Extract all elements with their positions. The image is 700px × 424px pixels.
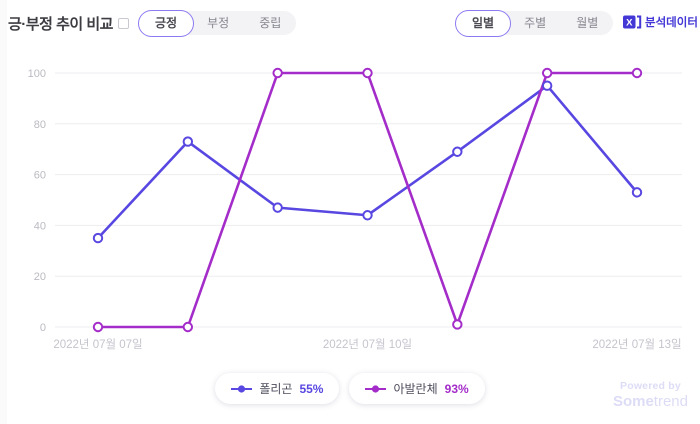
- powered-by-branding: Powered by Sometrend: [613, 380, 688, 410]
- data-point-marker[interactable]: [541, 67, 553, 79]
- tab-neutral[interactable]: 중립: [259, 16, 282, 30]
- legend-item-polygon[interactable]: 폴리곤 55%: [215, 373, 340, 404]
- data-point-marker[interactable]: [631, 67, 643, 79]
- data-point-marker[interactable]: [182, 321, 194, 333]
- legend-label: 아발란체: [393, 382, 438, 396]
- data-point-marker[interactable]: [92, 232, 104, 244]
- trend-line-chart[interactable]: 0 20 40 60 80 100 2022년 07월 07일 2022년 07월 10일 20…: [0, 50, 700, 362]
- tab-daily[interactable]: 일별: [455, 9, 512, 37]
- y-axis-tick-label: 80: [34, 119, 46, 131]
- tab-negative[interactable]: 부정: [207, 16, 230, 30]
- data-point-marker[interactable]: [182, 136, 194, 147]
- sentiment-tab-group: 긍정 부정 중립: [138, 9, 297, 37]
- y-axis-tick-label: 40: [34, 220, 46, 232]
- data-point-marker[interactable]: [362, 210, 373, 221]
- tab-positive[interactable]: 긍정: [138, 9, 195, 37]
- legend-value: 55%: [299, 381, 324, 396]
- powered-by-text: Powered by: [620, 380, 681, 392]
- tab-weekly[interactable]: 주별: [524, 16, 547, 30]
- period-tab-group: 일별 주별 월별: [455, 9, 614, 37]
- y-axis-tick-label: 0: [40, 322, 46, 334]
- series-line: [96, 71, 639, 329]
- legend-item-avalanche[interactable]: 아발란체 93%: [349, 373, 485, 404]
- x-axis-tick-label: 2022년 07월 10일: [323, 337, 412, 351]
- export-label: 분석데이터: [645, 17, 698, 29]
- card-edge: [0, 0, 7, 424]
- page-title: 긍·부정 추이 비교: [8, 16, 113, 33]
- x-axis-tick-label: 2022년 07월 13일: [592, 337, 681, 351]
- data-point-marker[interactable]: [272, 202, 283, 213]
- data-point-marker[interactable]: [452, 146, 463, 157]
- legend-label: 폴리곤: [259, 382, 293, 396]
- data-point-marker[interactable]: [541, 80, 553, 91]
- data-point-marker[interactable]: [362, 67, 373, 79]
- data-point-marker[interactable]: [452, 319, 463, 330]
- line-marker-icon: [231, 384, 253, 393]
- svg-text:X: X: [626, 17, 633, 28]
- y-axis-tick-label: 60: [34, 170, 46, 182]
- data-point-marker[interactable]: [92, 321, 104, 333]
- data-point-marker[interactable]: [631, 187, 643, 198]
- export-analysis-data-button[interactable]: X 분석데이터: [622, 13, 698, 31]
- y-axis-tick-label: 100: [28, 68, 46, 80]
- line-marker-icon: [365, 384, 387, 393]
- tab-monthly[interactable]: 월별: [576, 16, 599, 30]
- legend-value: 93%: [444, 381, 469, 396]
- y-axis-tick-label: 20: [34, 271, 46, 283]
- sometrend-logo: Sometrend: [612, 393, 688, 410]
- chart-legend: 폴리곤 55% 아발란체 93%: [0, 373, 700, 404]
- excel-icon: X: [623, 15, 642, 29]
- chart-svg: 0 20 40 60 80 100 2022년 07월 07일 2022년 07월 10일 20…: [28, 67, 682, 351]
- x-axis-tick-label: 2022년 07월 07일: [53, 337, 142, 351]
- data-point-marker[interactable]: [272, 67, 283, 79]
- help-icon[interactable]: [118, 18, 129, 29]
